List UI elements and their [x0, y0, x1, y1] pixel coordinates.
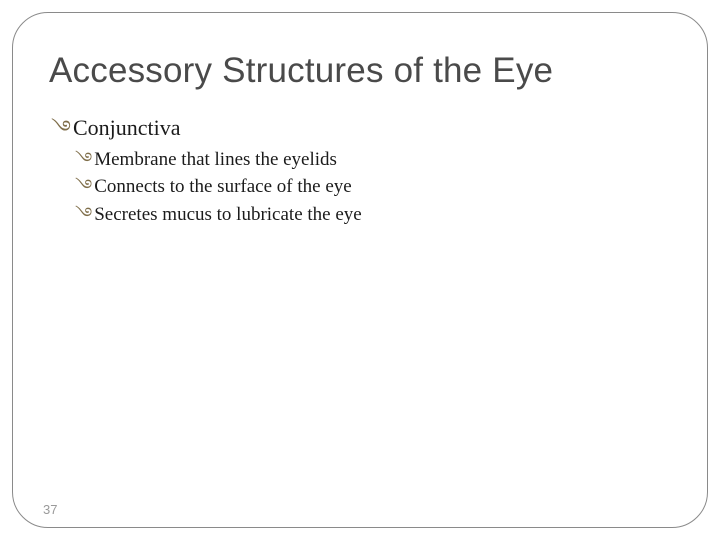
- lvl2-text: Secretes mucus to lubricate the eye: [94, 204, 361, 225]
- lvl2-text: Membrane that lines the eyelids: [94, 149, 337, 170]
- bullet-icon: ࿓: [51, 114, 71, 142]
- list-item: ࿓Secretes mucus to lubricate the eye: [75, 202, 671, 228]
- slide-frame: Accessory Structures of the Eye ࿓Conjunc…: [12, 12, 708, 528]
- bullet-icon: ࿓: [75, 147, 92, 171]
- slide-number: 37: [43, 502, 57, 517]
- lvl1-text: Conjunctiva: [73, 115, 181, 140]
- bullet-icon: ࿓: [75, 174, 92, 198]
- list-item: ࿓Connects to the surface of the eye: [75, 174, 671, 200]
- bullet-icon: ࿓: [75, 202, 92, 226]
- slide-title: Accessory Structures of the Eye: [49, 51, 671, 91]
- sublist: ࿓Membrane that lines the eyelids ࿓Connec…: [51, 147, 671, 228]
- list-item: ࿓Membrane that lines the eyelids: [75, 147, 671, 173]
- lvl2-text: Connects to the surface of the eye: [94, 176, 351, 197]
- content-list: ࿓Conjunctiva ࿓Membrane that lines the ey…: [49, 113, 671, 228]
- list-item: ࿓Conjunctiva ࿓Membrane that lines the ey…: [51, 113, 671, 228]
- slide: Accessory Structures of the Eye ࿓Conjunc…: [0, 0, 720, 540]
